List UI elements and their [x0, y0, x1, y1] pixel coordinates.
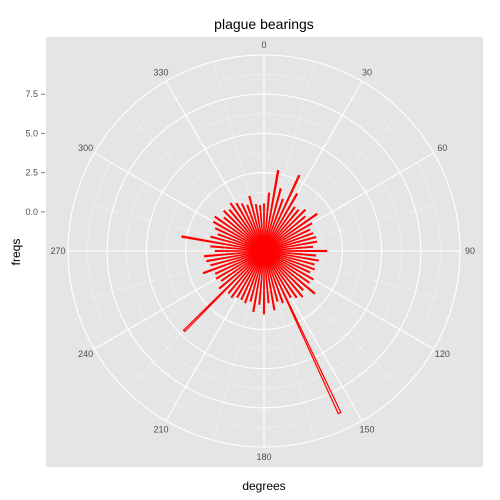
bar	[258, 250, 265, 305]
bar	[263, 250, 316, 271]
bar	[214, 250, 265, 275]
bar	[263, 209, 300, 252]
angle-tick-label: 150	[359, 424, 374, 434]
y-axis-title: freqs	[9, 239, 23, 266]
angle-tick-label: 120	[435, 349, 450, 359]
bar	[230, 250, 265, 299]
bar	[263, 250, 284, 304]
bar	[263, 250, 342, 415]
bar	[262, 250, 266, 315]
bar	[263, 240, 318, 252]
x-axis-title: degrees	[242, 479, 285, 493]
bar	[252, 250, 265, 312]
bar	[210, 235, 265, 252]
bar	[263, 215, 306, 252]
bar	[263, 250, 314, 281]
bar	[263, 174, 301, 252]
bar	[263, 212, 318, 252]
angle-tick-label: 330	[153, 68, 168, 78]
bar	[263, 228, 311, 252]
bar	[263, 203, 265, 252]
angle-tick-label: 270	[50, 246, 65, 256]
bar	[263, 250, 319, 262]
bar	[263, 236, 317, 252]
angle-tick-label: 30	[362, 68, 372, 78]
bar	[263, 206, 296, 252]
bar	[228, 209, 265, 252]
bar	[218, 250, 265, 290]
bar	[263, 208, 307, 252]
bar	[263, 250, 270, 304]
bar	[263, 222, 313, 252]
bar	[263, 250, 276, 311]
bar	[263, 250, 298, 299]
bar	[212, 220, 265, 252]
bar	[263, 192, 299, 252]
angle-tick-label: 180	[256, 452, 271, 462]
bar	[181, 235, 265, 252]
bar	[220, 250, 265, 282]
bar	[263, 232, 314, 252]
bar	[254, 203, 265, 252]
bar	[206, 250, 265, 263]
bar	[240, 203, 265, 252]
bar	[229, 202, 265, 252]
bar	[203, 250, 265, 258]
bar	[244, 250, 265, 304]
bar	[263, 250, 279, 302]
radial-tick-label: 5.0	[25, 128, 38, 138]
angle-tick-label: 60	[437, 143, 447, 153]
bar	[223, 216, 265, 252]
bar	[263, 198, 284, 252]
bar	[217, 233, 265, 252]
radial-tick-label: 2.5	[25, 168, 38, 178]
bar	[263, 169, 280, 252]
bar	[259, 205, 265, 252]
bar	[263, 249, 328, 253]
radial-tick-label: 7.5	[25, 89, 38, 99]
bar	[210, 250, 265, 267]
bar	[215, 250, 265, 280]
bar	[182, 250, 265, 333]
bar	[263, 250, 292, 299]
bar	[222, 209, 265, 252]
bar	[263, 250, 311, 284]
bar	[214, 250, 265, 252]
bar	[235, 202, 265, 252]
bar	[236, 250, 265, 299]
bar	[249, 250, 265, 302]
bar	[210, 245, 265, 252]
bar	[214, 215, 265, 252]
angle-tick-label: 300	[78, 143, 93, 153]
bar	[246, 204, 265, 252]
grid-circle-outer	[67, 54, 461, 448]
angle-tick-label: 90	[465, 246, 475, 256]
grid-circle	[145, 132, 383, 370]
bar	[263, 250, 317, 257]
grid-circle	[106, 93, 422, 409]
bar-series	[181, 169, 342, 415]
chart-title: plague bearings	[214, 16, 314, 32]
bar	[263, 192, 271, 252]
bar	[263, 250, 315, 266]
bar	[227, 250, 265, 295]
radial-tick-labels: 0.0 2.5 5.0 7.5	[25, 89, 45, 217]
bar	[202, 250, 265, 275]
angle-tick-label: 0	[261, 40, 266, 50]
angle-tick-label: 240	[78, 349, 93, 359]
bar	[214, 227, 265, 252]
bar	[263, 250, 311, 274]
bar	[240, 250, 265, 301]
bar	[263, 245, 314, 252]
angle-tick-labels: 0 30 60 90 120 150 180 210 240 270 300 330	[50, 40, 475, 462]
bar	[263, 188, 282, 252]
grid-circle	[185, 172, 343, 330]
bar	[263, 250, 304, 298]
bar	[248, 195, 265, 252]
bar	[263, 250, 304, 291]
radial-tick-label: 0.0	[25, 207, 38, 217]
bar	[263, 250, 316, 295]
angle-tick-label: 210	[153, 424, 168, 434]
